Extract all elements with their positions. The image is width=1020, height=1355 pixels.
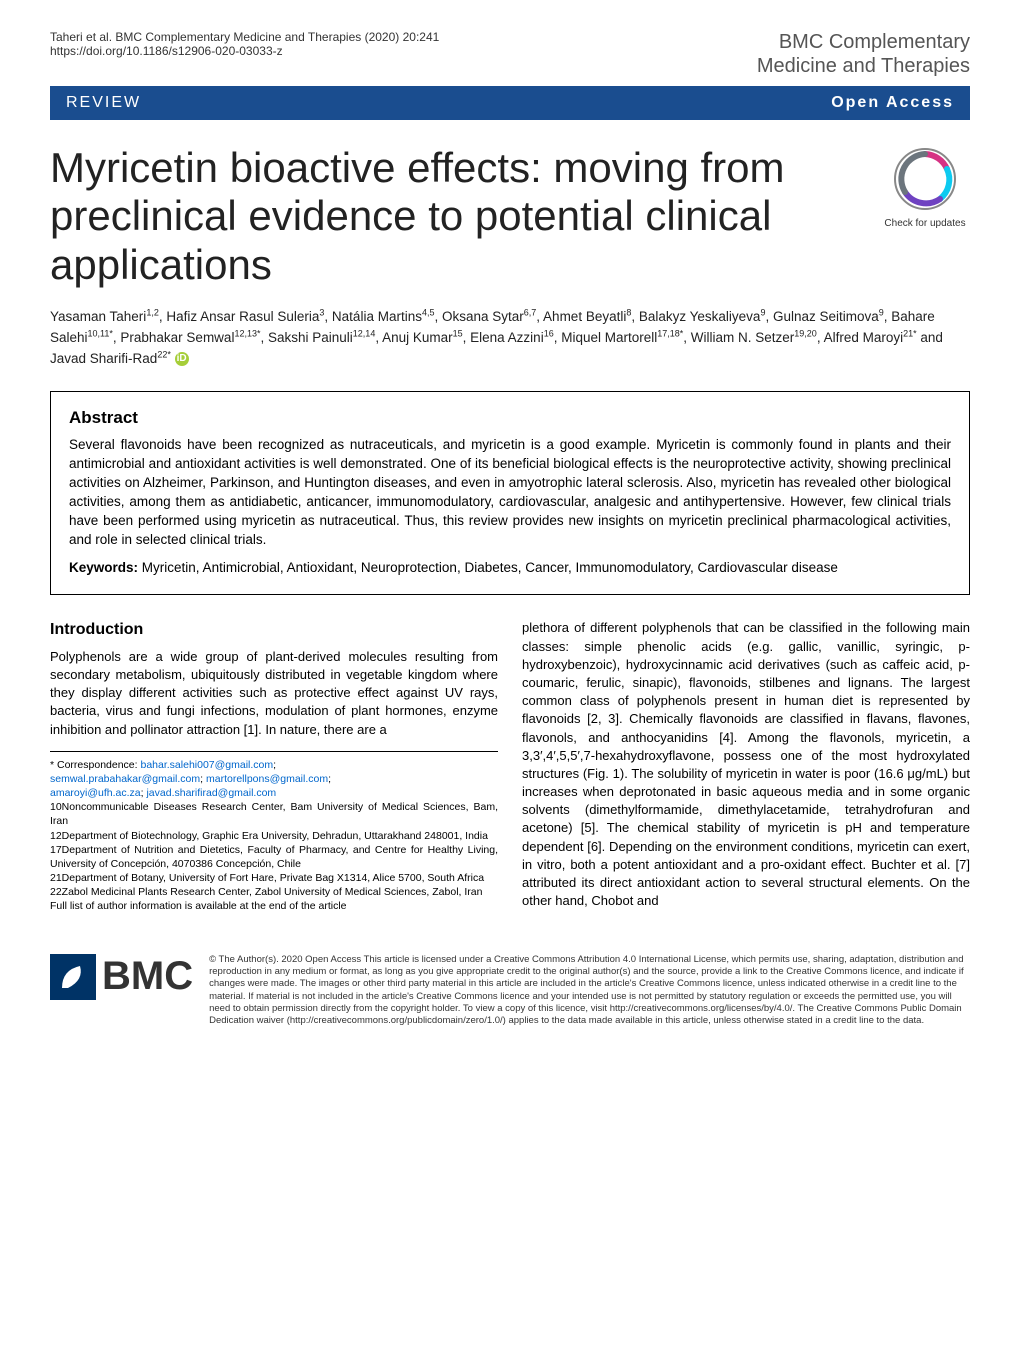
article-title: Myricetin bioactive effects: moving from… [50, 144, 880, 289]
corr-email-0[interactable]: bahar.salehi007@gmail.com [140, 759, 273, 771]
intro-heading: Introduction [50, 619, 498, 641]
affiliation-21: 21Department of Botany, University of Fo… [50, 871, 498, 885]
license-text: © The Author(s). 2020 Open Access This a… [209, 954, 970, 1028]
keywords-text: Myricetin, Antimicrobial, Antioxidant, N… [142, 560, 838, 575]
author-list: Yasaman Taheri1,2, Hafiz Ansar Rasul Sul… [50, 307, 970, 369]
bmc-text: BMC [102, 954, 193, 999]
corr-email-3[interactable]: amaroyi@ufh.ac.za [50, 787, 141, 799]
citation-text: Taheri et al. BMC Complementary Medicine… [50, 30, 439, 44]
bmc-leaf-icon [58, 962, 88, 992]
check-updates-label: Check for updates [884, 218, 965, 229]
corr-email-1[interactable]: semwal.prabahakar@gmail.com [50, 773, 200, 785]
journal-line1: BMC Complementary [757, 30, 970, 54]
doi-text: https://doi.org/10.1186/s12906-020-03033… [50, 44, 439, 58]
abstract-text: Several flavonoids have been recognized … [69, 436, 951, 549]
full-list-note: Full list of author information is avail… [50, 899, 498, 913]
corr-email-line3: amaroyi@ufh.ac.za; javad.sharifirad@gmai… [50, 786, 498, 800]
corr-email-4[interactable]: javad.sharifirad@gmail.com [146, 787, 276, 799]
right-column: plethora of different polyphenols that c… [522, 619, 970, 913]
intro-left-text: Polyphenols are a wide group of plant-de… [50, 648, 498, 739]
article-type-banner: REVIEW Open Access [50, 86, 970, 120]
check-updates-badge[interactable]: Check for updates [880, 144, 970, 229]
abstract-box: Abstract Several flavonoids have been re… [50, 391, 970, 595]
keywords-line: Keywords: Myricetin, Antimicrobial, Anti… [69, 559, 951, 578]
bmc-logo: BMC [50, 954, 193, 1000]
keywords-label: Keywords: [69, 560, 138, 575]
affiliation-12: 12Department of Biotechnology, Graphic E… [50, 829, 498, 843]
open-access-label: Open Access [831, 94, 954, 112]
left-column: Introduction Polyphenols are a wide grou… [50, 619, 498, 913]
journal-name: BMC Complementary Medicine and Therapies [757, 30, 970, 78]
check-updates-icon [890, 144, 960, 214]
journal-line2: Medicine and Therapies [757, 54, 970, 78]
corr-email-2[interactable]: martorellpons@gmail.com [206, 773, 328, 785]
affiliation-17: 17Department of Nutrition and Dietetics,… [50, 843, 498, 871]
footer: BMC © The Author(s). 2020 Open Access Th… [50, 938, 970, 1028]
correspondence-block: * Correspondence: bahar.salehi007@gmail.… [50, 751, 498, 914]
orcid-icon[interactable]: iD [175, 352, 189, 366]
intro-right-text: plethora of different polyphenols that c… [522, 619, 970, 910]
abstract-heading: Abstract [69, 408, 951, 428]
header-top: Taheri et al. BMC Complementary Medicine… [50, 30, 970, 78]
affiliation-10: 10Noncommunicable Diseases Research Cent… [50, 800, 498, 828]
correspondence-label: * Correspondence: [50, 759, 138, 771]
header-citation: Taheri et al. BMC Complementary Medicine… [50, 30, 439, 58]
corr-email-line2: semwal.prabahakar@gmail.com; martorellpo… [50, 772, 498, 786]
body-columns: Introduction Polyphenols are a wide grou… [50, 619, 970, 913]
bmc-square-icon [50, 954, 96, 1000]
article-type-label: REVIEW [66, 94, 141, 112]
correspondence-star: * Correspondence: bahar.salehi007@gmail.… [50, 758, 498, 772]
affiliation-22: 22Zabol Medicinal Plants Research Center… [50, 885, 498, 899]
